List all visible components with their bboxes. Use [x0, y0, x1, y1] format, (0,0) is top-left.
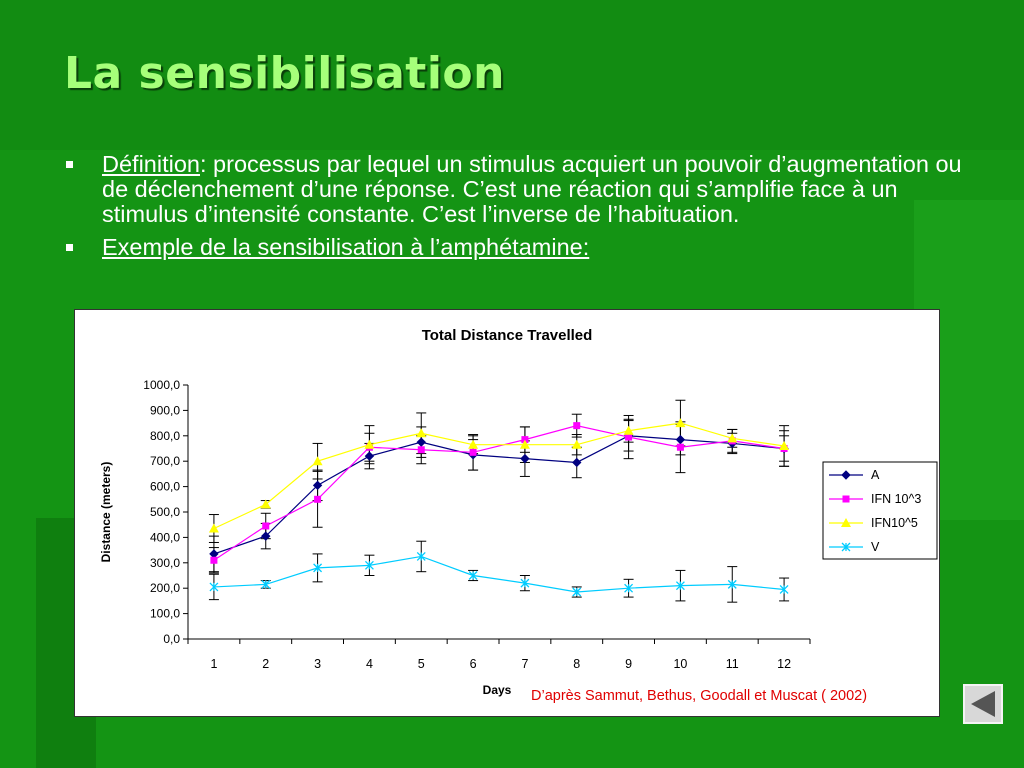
legend-label: A — [871, 468, 880, 482]
data-point-2 — [416, 428, 427, 438]
back-arrow-icon — [971, 691, 995, 717]
source-citation: D’après Sammut, Bethus, Goodall et Musca… — [531, 688, 868, 704]
data-point-2 — [364, 439, 375, 449]
definition-text: : processus par lequel un stimulus acqui… — [102, 151, 962, 227]
slide-title: La sensibilisation — [64, 48, 505, 99]
x-tick-label: 6 — [470, 657, 477, 671]
x-tick-label: 5 — [418, 657, 425, 671]
data-point-0 — [209, 549, 219, 559]
data-point-0 — [261, 531, 271, 541]
data-point-0 — [416, 437, 426, 447]
x-tick-label: 4 — [366, 657, 373, 671]
bullet-example: Exemple de la sensibilisation à l’amphét… — [62, 235, 982, 260]
data-point-1 — [573, 422, 581, 430]
series-line-0 — [213, 435, 785, 555]
y-tick-label: 700,0 — [150, 454, 180, 468]
data-point-3 — [209, 582, 219, 592]
data-point-2 — [468, 439, 479, 449]
series-line-2 — [213, 422, 785, 530]
x-tick-label: 8 — [573, 657, 580, 671]
data-point-3 — [572, 587, 582, 597]
data-point-1 — [625, 433, 633, 441]
data-point-0 — [364, 451, 375, 461]
legend-marker — [842, 495, 850, 503]
y-tick-label: 900,0 — [150, 403, 180, 417]
data-point-1 — [210, 556, 218, 564]
chart-title: Total Distance Travelled — [422, 327, 593, 344]
data-point-1 — [417, 446, 425, 454]
data-point-1 — [521, 436, 529, 444]
data-point-2 — [571, 439, 582, 449]
y-axis-label: Distance (meters) — [99, 462, 113, 563]
background-band — [0, 0, 1024, 150]
y-tick-label: 300,0 — [150, 556, 180, 570]
data-point-3 — [624, 583, 634, 593]
y-tick-label: 400,0 — [150, 530, 180, 544]
data-point-3 — [313, 563, 323, 573]
x-tick-label: 3 — [314, 657, 321, 671]
y-tick-label: 600,0 — [150, 480, 180, 494]
data-point-2 — [260, 499, 271, 509]
y-tick-label: 500,0 — [150, 505, 180, 519]
data-point-3 — [520, 578, 530, 588]
x-tick-label: 9 — [625, 657, 632, 671]
definition-term: Définition — [102, 151, 200, 177]
x-tick-label: 12 — [777, 657, 791, 671]
y-tick-label: 100,0 — [150, 607, 180, 621]
data-point-2 — [779, 440, 790, 450]
series-line-3 — [213, 555, 785, 593]
data-point-0 — [675, 434, 686, 445]
data-point-3 — [261, 579, 271, 589]
y-tick-label: 800,0 — [150, 429, 180, 443]
legend-label: V — [871, 540, 880, 554]
data-point-3 — [779, 585, 789, 594]
y-tick-label: 0,0 — [163, 632, 180, 646]
data-point-3 — [364, 560, 374, 570]
x-tick-label: 1 — [210, 657, 217, 671]
x-axis-label: Days — [483, 683, 512, 697]
x-tick-label: 2 — [262, 657, 269, 671]
bullet-marker — [66, 161, 73, 168]
legend-label: IFN10^5 — [871, 516, 918, 530]
bullet-list: Définition: processus par lequel un stim… — [62, 152, 982, 268]
bullet-definition: Définition: processus par lequel un stim… — [62, 152, 982, 227]
line-chart: Total Distance Travelled 0,0 100,0 200,0 300… — [99, 327, 938, 697]
y-tick-label: 200,0 — [150, 581, 180, 595]
x-tick-label: 11 — [726, 657, 739, 671]
x-tick-label: 7 — [521, 657, 528, 671]
data-point-3 — [675, 581, 685, 591]
data-point-3 — [468, 571, 478, 580]
bullet-marker — [66, 244, 73, 251]
data-point-1 — [314, 495, 322, 503]
data-point-0 — [572, 457, 582, 468]
example-text: Exemple de la sensibilisation à l’amphét… — [102, 234, 590, 260]
data-point-2 — [312, 456, 323, 466]
legend-box — [822, 461, 938, 560]
series-line-1 — [213, 425, 785, 561]
data-point-2 — [727, 433, 738, 443]
data-point-0 — [312, 480, 323, 491]
x-tick-label: 10 — [673, 657, 687, 671]
legend-label: IFN 10^3 — [871, 492, 921, 506]
data-point-1 — [469, 448, 477, 456]
y-tick-label: 1000,0 — [143, 378, 180, 392]
back-button[interactable] — [963, 684, 1003, 724]
data-point-3 — [416, 551, 426, 561]
data-point-2 — [208, 523, 219, 533]
data-point-2 — [519, 439, 530, 449]
legend-marker — [841, 518, 851, 527]
data-point-0 — [520, 453, 530, 464]
chart-container: Total Distance Travelled 0,0 100,0 200,0 300… — [74, 309, 940, 717]
legend-marker — [841, 542, 851, 552]
legend-marker — [841, 470, 851, 480]
data-point-2 — [623, 425, 634, 435]
data-point-3 — [727, 579, 737, 589]
data-point-2 — [675, 418, 686, 428]
data-point-1 — [262, 522, 270, 530]
data-point-1 — [676, 443, 684, 451]
